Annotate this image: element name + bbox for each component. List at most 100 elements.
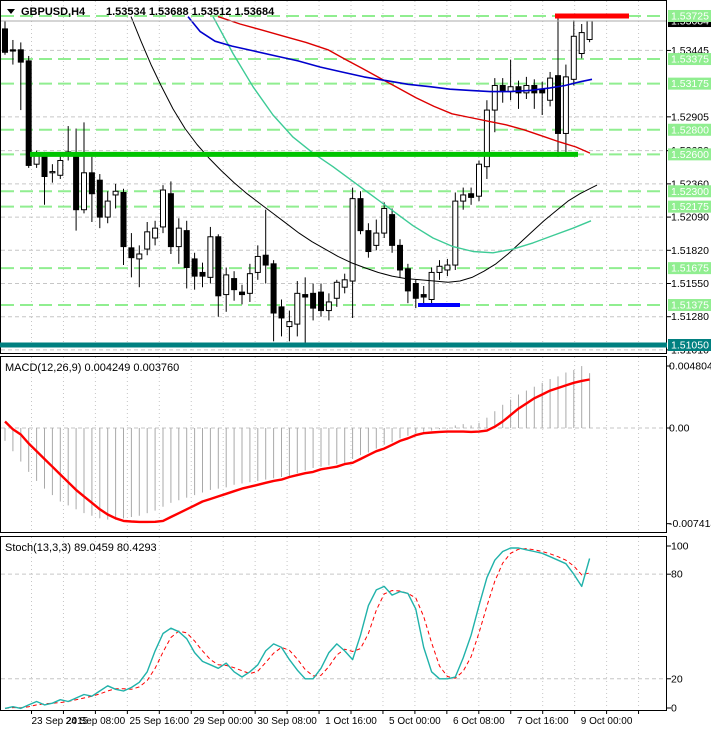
candle <box>436 265 443 273</box>
candle <box>444 264 451 271</box>
price-badge <box>668 9 711 22</box>
macd-axis-label: -0.007414 <box>669 518 711 530</box>
candle <box>144 231 151 250</box>
candle <box>136 253 143 260</box>
candle <box>167 193 174 248</box>
macd-panel[interactable] <box>0 356 667 533</box>
candle <box>49 171 56 174</box>
candle <box>483 109 490 168</box>
price-badge-label: 1.51675 <box>671 263 709 275</box>
candle <box>57 160 64 176</box>
time-label: 5 Oct 00:00 <box>389 716 441 727</box>
price-label: 1.51820 <box>671 245 709 257</box>
stoch-indicator-label: Stoch(13,3,3) 89.0459 80.4293 <box>5 542 157 554</box>
candle <box>365 230 372 253</box>
candle <box>547 77 554 101</box>
time-label: 1 Oct 16:00 <box>325 716 377 727</box>
macd-axis-label: 0.004804 <box>669 361 711 373</box>
price-badge-label: 1.51050 <box>671 340 709 352</box>
price-badge <box>668 299 711 312</box>
candle <box>420 294 427 298</box>
price-badge-label: 1.52300 <box>671 186 709 198</box>
price-label: 1.52905 <box>671 111 709 123</box>
candle <box>412 283 419 299</box>
candle <box>389 214 396 246</box>
candle <box>310 292 317 309</box>
candle <box>175 227 182 248</box>
price-label: 1.51280 <box>671 311 709 323</box>
price-badge-label: 1.52600 <box>671 149 709 161</box>
candle <box>578 32 585 55</box>
candle <box>404 268 411 292</box>
price-badge <box>668 339 711 352</box>
time-label: 9 Oct 00:00 <box>581 716 633 727</box>
ohlc-values: 1.53534 1.53688 1.53512 1.53684 <box>106 6 275 18</box>
price-label: 1.51550 <box>671 278 709 290</box>
candle <box>17 49 24 63</box>
candle <box>25 60 32 166</box>
candle <box>41 155 48 177</box>
price-badge <box>668 148 711 161</box>
price-badge-label: 1.53175 <box>671 78 709 90</box>
symbol-dropdown-icon[interactable] <box>7 9 15 14</box>
candle <box>104 200 111 218</box>
candle <box>215 236 222 297</box>
price-badge-label: 1.53725 <box>671 10 709 22</box>
candle <box>9 49 16 52</box>
candle <box>428 271 435 300</box>
candle <box>515 86 522 94</box>
price-badge-label: 1.51375 <box>671 300 709 312</box>
time-label: 29 Sep 00:00 <box>193 716 253 727</box>
candle <box>468 193 475 198</box>
candle <box>555 75 561 134</box>
candle <box>254 255 261 273</box>
candle <box>349 198 356 282</box>
macd-indicator-label: MACD(12,26,9) 0.004249 0.003760 <box>5 362 179 374</box>
candle <box>318 291 324 312</box>
candle <box>325 301 332 312</box>
candle <box>341 279 348 288</box>
candle <box>460 194 467 202</box>
stoch-axis-label: 100 <box>671 541 689 553</box>
price-badge <box>668 53 711 66</box>
candle <box>586 20 593 40</box>
stoch-k-line <box>4 547 591 710</box>
candle <box>223 274 230 296</box>
ma-red <box>217 15 591 154</box>
candle <box>207 236 214 278</box>
candle <box>286 321 293 328</box>
candle <box>373 232 380 246</box>
candle <box>499 84 506 93</box>
price-badge <box>668 123 711 136</box>
candle <box>357 198 364 232</box>
candle <box>112 190 119 196</box>
time-label: 23 Sep 2015 <box>32 716 89 727</box>
candle <box>452 200 459 266</box>
symbol-title: GBPUSD,H4 <box>21 6 86 18</box>
candle <box>381 207 388 234</box>
price-badge <box>668 200 711 213</box>
macd-axis-label: 0.00 <box>669 423 690 435</box>
time-label: 7 Oct 16:00 <box>517 716 569 727</box>
candle <box>270 263 277 314</box>
time-label: 24 Sep 08:00 <box>66 716 126 727</box>
candle <box>88 172 95 195</box>
macd-signal-line <box>4 378 590 524</box>
price-badge <box>668 262 711 275</box>
candle <box>239 291 245 296</box>
price-badge-label: 1.53375 <box>671 54 709 66</box>
stoch-axis-label: 80 <box>671 569 683 581</box>
candle <box>333 281 340 299</box>
candle <box>302 294 309 298</box>
candle <box>562 76 569 134</box>
candle <box>120 191 127 248</box>
stoch-panel[interactable] <box>0 536 667 711</box>
candle <box>231 278 238 291</box>
candle <box>397 244 403 271</box>
candle <box>199 271 206 277</box>
candle <box>152 227 159 239</box>
candle <box>570 35 577 80</box>
candle <box>73 156 80 211</box>
